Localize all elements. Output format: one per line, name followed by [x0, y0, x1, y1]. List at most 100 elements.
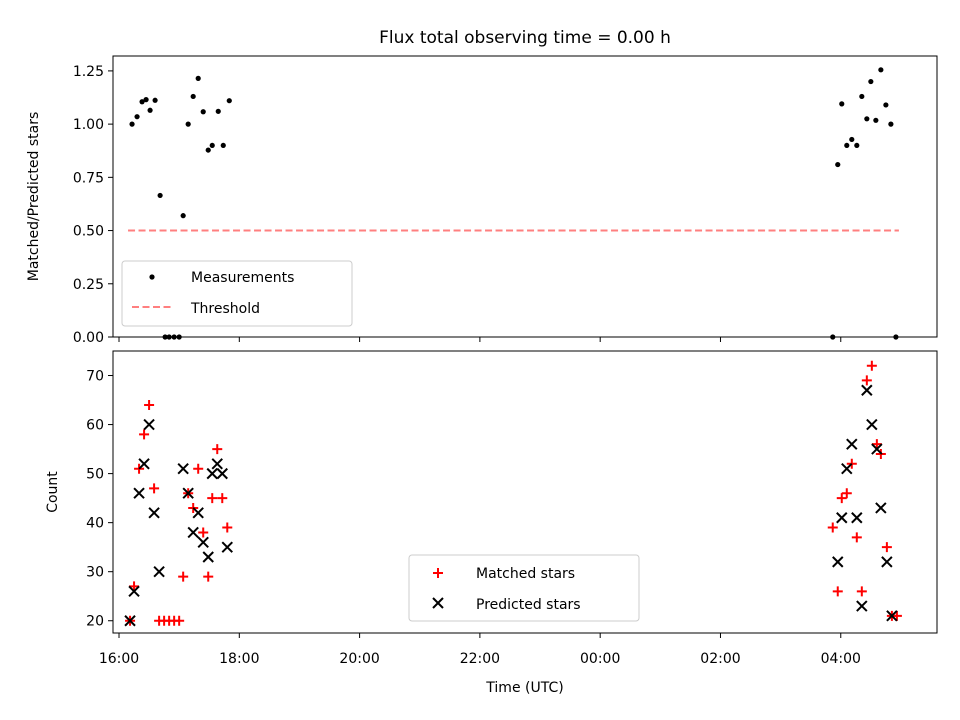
legend-marker-measurements: [149, 274, 155, 280]
top-panel: 0.00 0.25 0.50 0.75 1.00 1.25 Matched/Predict…: [26, 55, 938, 346]
predicted-star-point: [177, 462, 189, 475]
y-tick-label: 0.25: [73, 277, 104, 293]
x-tick-label: 00:00: [580, 651, 620, 667]
predicted-star-point: [153, 565, 165, 578]
measurement-point: [839, 101, 845, 107]
predicted-star-point: [187, 526, 199, 539]
measurement-point: [209, 142, 215, 149]
predicted-star-point: [881, 556, 893, 568]
legend-label-threshold: Threshold: [190, 301, 260, 317]
predicted-star-point: [832, 556, 844, 568]
legend-marker-matched-stars: [433, 568, 443, 578]
predicted-star-point: [143, 418, 155, 431]
measurement-point: [883, 102, 889, 108]
predicted-star-point: [148, 507, 160, 519]
measurement-point: [157, 192, 163, 199]
predicted-star-point: [182, 487, 194, 499]
bottom-panel-axes: 20 30 40 50 60 70 16:00 18:00 20:00 22:00 00:00 02:…: [86, 369, 861, 667]
x-tick-label: 16:00: [99, 651, 139, 667]
measurement-point: [226, 98, 232, 104]
matched-star-point: [149, 483, 160, 494]
measurement-point: [143, 97, 149, 103]
measurement-point: [859, 93, 865, 100]
matched-star-point: [871, 439, 882, 450]
legend-dot: [149, 274, 155, 280]
top-y-axis-label: Matched/Predicted stars: [26, 112, 42, 282]
measurement-point: [180, 213, 186, 219]
predicted-star-point: [856, 600, 868, 612]
matched-star-point: [861, 375, 872, 386]
predicted-star-point: [836, 512, 848, 524]
legend-label-predicted-stars: Predicted stars: [476, 597, 581, 613]
predicted-star-point: [886, 610, 898, 622]
y-tick-label: 20: [86, 614, 104, 630]
predicted-star-point: [124, 615, 136, 627]
measurement-point: [864, 116, 870, 122]
legend-label-matched-stars: Matched stars: [476, 566, 575, 582]
predicted-star-point: [216, 467, 228, 480]
matched-star-point: [193, 463, 204, 474]
measurement-point: [835, 161, 841, 168]
matched-star-point: [212, 444, 223, 455]
predicted-star-point: [138, 458, 150, 470]
top-panel-frame: [112, 55, 938, 338]
matched-star-point: [203, 571, 214, 582]
measurement-point: [844, 142, 850, 149]
x-tick-label: 04:00: [821, 651, 861, 667]
measurement-point: [888, 121, 894, 127]
x-axis-label: Time (UTC): [485, 680, 563, 696]
matched-star-point: [851, 532, 862, 543]
matched-star-point: [881, 542, 892, 553]
matched-star-point: [891, 610, 902, 621]
x-tick-label: 18:00: [219, 651, 259, 667]
top-legend: Measurements Threshold: [121, 260, 353, 327]
measurement-point: [200, 109, 206, 115]
matched-star-point: [866, 360, 877, 371]
matched-star-point: [144, 399, 155, 410]
matched-star-point: [178, 571, 189, 582]
predicted-star-point: [206, 467, 218, 480]
y-tick-label: 1.00: [73, 117, 104, 133]
matched-star-point: [222, 522, 233, 533]
bottom-panel-marks: [124, 360, 902, 627]
matched-star-point: [129, 581, 140, 592]
measurement-point: [868, 78, 874, 85]
measurement-point: [878, 67, 884, 73]
predicted-star-point: [221, 541, 233, 553]
y-tick-label: 1.25: [73, 64, 104, 80]
measurement-point: [152, 97, 158, 103]
y-tick-label: 0.50: [73, 224, 104, 240]
measurement-point: [854, 142, 860, 149]
predicted-star-point: [128, 585, 140, 598]
measurement-point: [215, 108, 221, 114]
predicted-star-point: [866, 418, 878, 431]
measurement-point: [849, 136, 855, 143]
matched-star-point: [836, 493, 847, 504]
chart-title: Flux total observing time = 0.00 h: [379, 28, 671, 48]
measurement-point: [139, 99, 145, 105]
bottom-legend: Matched stars Predicted stars: [408, 554, 640, 622]
y-tick-label: 30: [86, 565, 104, 581]
predicted-star-point: [871, 443, 883, 455]
predicted-star-point: [841, 462, 853, 475]
predicted-star-point: [211, 458, 223, 470]
measurement-point: [134, 114, 140, 120]
matched-star-point: [198, 527, 209, 538]
measurement-point: [195, 75, 201, 81]
bottom-panel: 20 30 40 50 60 70 16:00 18:00 20:00 22:00 00:00 02:…: [45, 350, 938, 696]
y-tick-label: 60: [86, 418, 104, 434]
matched-star-point: [832, 586, 843, 597]
measurement-point: [873, 117, 879, 123]
matched-star-point: [174, 615, 185, 626]
legend-x: [432, 597, 444, 609]
predicted-star-point: [192, 507, 204, 519]
matched-star-point: [827, 522, 838, 533]
y-tick-label: 70: [86, 369, 104, 385]
matched-star-point: [207, 493, 218, 504]
top-panel-axes: 0.00 0.25 0.50 0.75 1.00 1.25: [73, 64, 842, 346]
measurement-point: [205, 147, 211, 153]
x-tick-label: 02:00: [700, 651, 740, 667]
matched-star-point: [139, 429, 150, 440]
measurement-point: [190, 93, 196, 100]
